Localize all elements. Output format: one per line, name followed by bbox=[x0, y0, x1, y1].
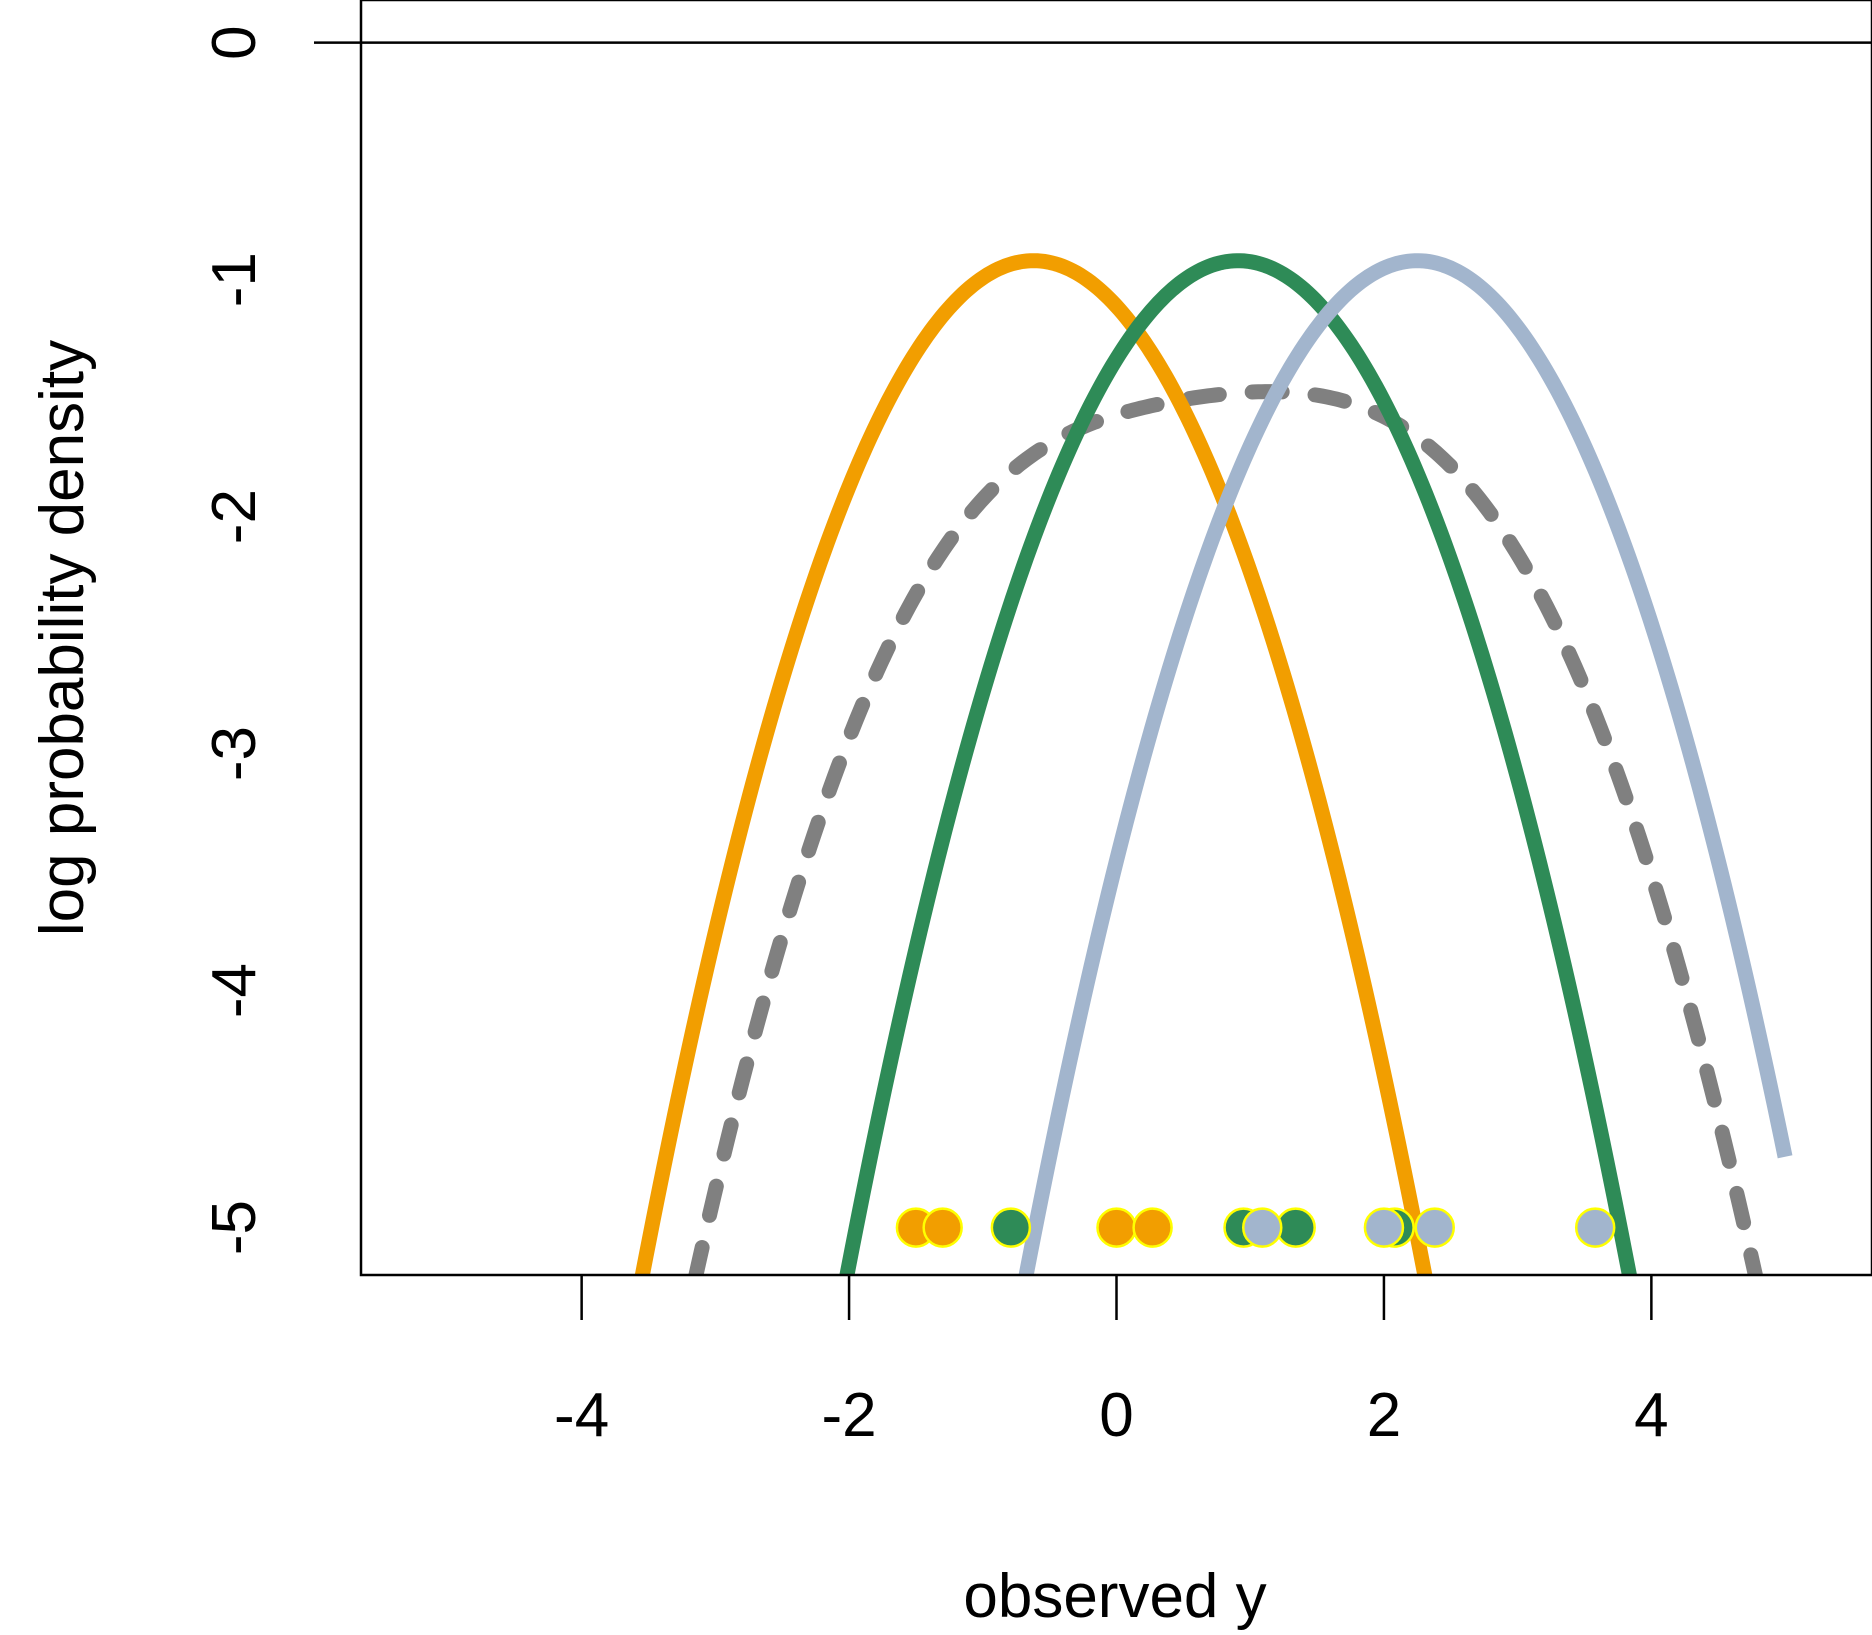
x-axis: -4 -2 0 2 4 bbox=[554, 1275, 1669, 1450]
y-axis: -5 -4 -3 -2 -1 0 bbox=[200, 25, 269, 1255]
y-tick-label: -5 bbox=[200, 1200, 269, 1255]
y-tick-label: -2 bbox=[200, 489, 269, 544]
green-density-curve bbox=[839, 253, 1638, 1275]
curves-layer bbox=[634, 253, 1793, 1275]
blue-point bbox=[1414, 1207, 1455, 1248]
blue-point bbox=[1574, 1207, 1616, 1248]
y-tick-label: -4 bbox=[200, 963, 269, 1018]
blue-point bbox=[1242, 1207, 1283, 1248]
x-tick-label: 4 bbox=[1634, 1381, 1668, 1450]
y-tick-label: -3 bbox=[200, 726, 269, 781]
y-tick-label: 0 bbox=[200, 25, 269, 59]
orange-point bbox=[1132, 1207, 1173, 1248]
orange-point bbox=[922, 1207, 963, 1248]
x-tick-label: -2 bbox=[821, 1381, 876, 1450]
blue-density-curve bbox=[1018, 253, 1793, 1275]
x-axis-title: observed y bbox=[963, 1562, 1266, 1631]
x-tick-label: 0 bbox=[1099, 1381, 1133, 1450]
points-layer bbox=[895, 1207, 1616, 1248]
green-point bbox=[990, 1207, 1032, 1248]
x-tick-label: -4 bbox=[554, 1381, 609, 1450]
orange-density-curve bbox=[634, 253, 1433, 1275]
y-tick-label: -1 bbox=[200, 252, 269, 307]
x-tick-label: 2 bbox=[1367, 1381, 1401, 1450]
y-axis-title: log probability density bbox=[28, 340, 97, 936]
orange-point bbox=[1096, 1207, 1137, 1248]
blue-point bbox=[1363, 1207, 1405, 1248]
